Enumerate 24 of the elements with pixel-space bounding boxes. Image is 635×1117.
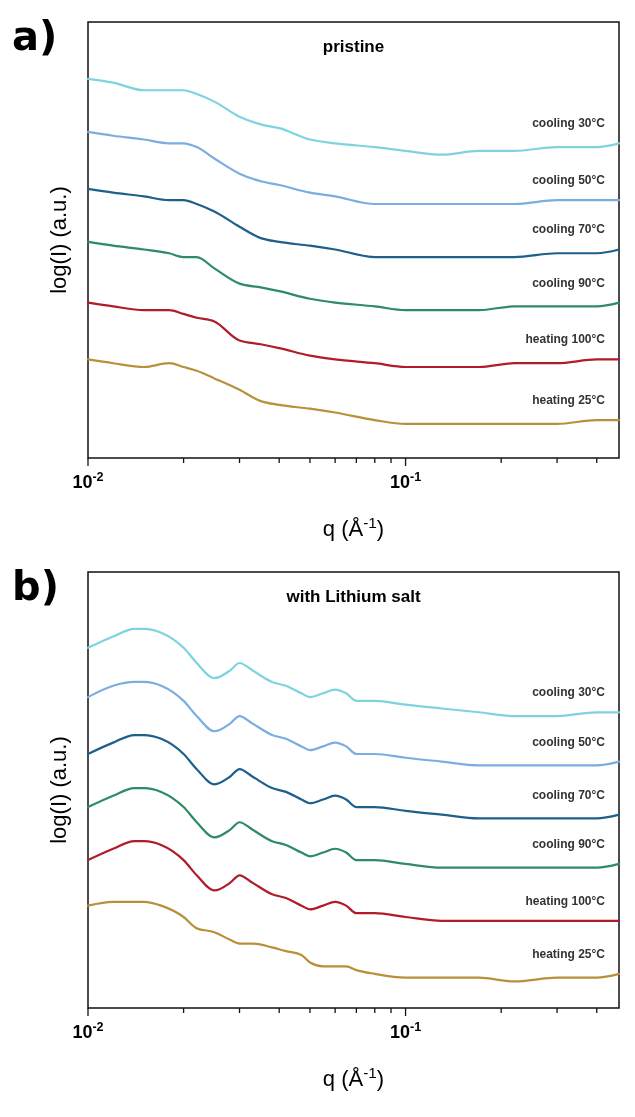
chart-title: pristine: [322, 37, 385, 56]
series-label: cooling 30°C: [532, 116, 606, 131]
series-label: cooling 50°C: [532, 734, 606, 749]
text: b): [12, 563, 59, 609]
x-axis-title: q (Å$^{-1}$): [322, 513, 385, 541]
x-tick-label: 10$^{-2}$: [72, 1020, 104, 1042]
y-axis-title: log(I) (a.u.): [46, 736, 71, 844]
series-label: heating 25°C: [532, 393, 606, 408]
series-label: heating 100°C: [525, 893, 606, 908]
series-label: cooling 90°C: [532, 836, 606, 851]
series-label: cooling 90°C: [532, 275, 606, 290]
x-axis-title: q (Å$^{-1}$): [322, 1063, 385, 1091]
x-tick-label: 10$^{-1}$: [389, 1020, 422, 1042]
y-axis-title: log(I) (a.u.): [46, 186, 71, 294]
series-label: cooling 70°C: [532, 222, 606, 237]
text: a): [12, 13, 58, 59]
series-label: cooling 70°C: [532, 787, 606, 802]
series-label: cooling 50°C: [532, 173, 606, 188]
chart-title: with Lithium salt: [285, 587, 421, 606]
x-tick-label: 10$^{-2}$: [72, 470, 104, 492]
x-tick-label: 10$^{-1}$: [389, 470, 422, 492]
series-label: heating 25°C: [532, 946, 606, 961]
series-label: cooling 30°C: [532, 685, 606, 700]
series-label: heating 100°C: [525, 332, 606, 347]
